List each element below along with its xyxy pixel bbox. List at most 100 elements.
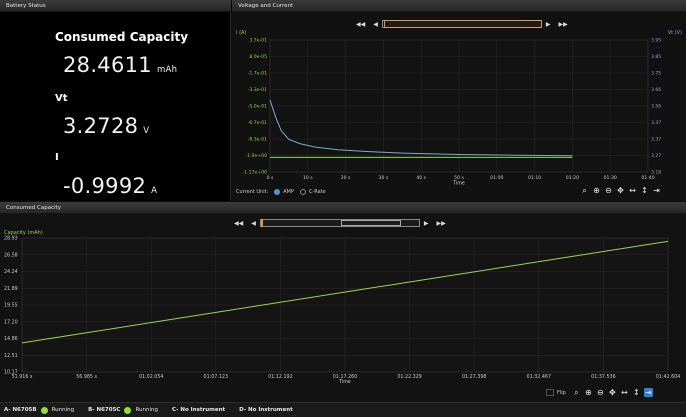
vc-overview-window[interactable] bbox=[381, 20, 542, 28]
vc-y-right-tick: 3.18 bbox=[651, 170, 661, 176]
pan-icon[interactable]: ✥ bbox=[608, 388, 616, 397]
vc-y-right-tick: 3.85 bbox=[651, 54, 661, 60]
vt-readout: 3.2728 V bbox=[63, 114, 149, 138]
channel-b-state: Running bbox=[135, 407, 158, 413]
vc-y-left-axis-label: I (A) bbox=[236, 30, 246, 36]
cursor-icon[interactable]: ⇥ bbox=[643, 388, 653, 397]
voltage-current-panel: Voltage and Current ◀◀ ◀ ▶ ▶▶ 3.7e-01 8.0… bbox=[232, 0, 686, 201]
vc-y-right-tick: 3.95 bbox=[651, 38, 661, 44]
current-readout: -0.9992 A bbox=[63, 174, 157, 198]
consumed-capacity-unit: mAh bbox=[156, 65, 178, 75]
vc-next-button[interactable]: ▶ bbox=[545, 20, 551, 28]
cc-y-tick: 12.51 bbox=[4, 353, 18, 359]
cc-x-tick: 01:07.123 bbox=[204, 374, 229, 380]
cc-last-button[interactable]: ▶▶ bbox=[436, 219, 446, 227]
zoom-rect-icon[interactable]: ⌕ bbox=[582, 186, 587, 195]
vc-range-navigator: ◀◀ ◀ ▶ ▶▶ bbox=[352, 20, 572, 28]
flip-label: Flip bbox=[557, 389, 566, 396]
channel-c-label: C- No Instrument bbox=[172, 407, 226, 413]
cc-y-tick: 14.86 bbox=[4, 336, 18, 342]
fit-vertical-icon[interactable]: ↕ bbox=[632, 388, 640, 397]
vc-y-right-tick: 3.47 bbox=[651, 120, 661, 126]
vc-x-tick: 50 s bbox=[454, 175, 464, 181]
zoom-rect-icon[interactable]: ⌕ bbox=[574, 388, 579, 397]
vc-y-left-tick: -1.0e+00 bbox=[246, 153, 268, 159]
cc-x-tick: 51.916 s bbox=[12, 374, 33, 380]
consumed-capacity-chart[interactable]: 28.93 26.58 24.24 21.89 19.55 17.20 14.86 12.51… bbox=[0, 226, 686, 384]
current-label: I bbox=[55, 152, 59, 163]
cc-x-tick: 01:02.054 bbox=[139, 374, 164, 380]
cc-x-tick: 01:22.329 bbox=[397, 374, 422, 380]
cc-y-axis-label: Capacity (mAh) bbox=[4, 230, 43, 236]
fit-horizontal-icon[interactable]: ↔ bbox=[629, 186, 636, 195]
cc-chart-toolbar: Flip ⌕ ⊕ ⊖ ✥ ↔ ↕ ⇥ bbox=[546, 388, 653, 397]
cc-range-navigator: ◀◀ ◀ ▶ ▶▶ bbox=[230, 219, 450, 227]
cc-range-selection[interactable] bbox=[340, 220, 401, 226]
cursor-icon[interactable]: ⇥ bbox=[653, 186, 660, 195]
zoom-in-icon[interactable]: ⊕ bbox=[593, 186, 600, 195]
battery-status-header: Battery Status bbox=[0, 0, 231, 12]
instrument-status-bar: A- N6705B Running B- N6705C Running C- N… bbox=[0, 402, 686, 417]
crate-radio[interactable] bbox=[299, 189, 306, 195]
cc-first-button[interactable]: ◀◀ bbox=[234, 219, 244, 227]
cc-x-tick: 01:17.260 bbox=[333, 374, 358, 380]
vc-y-right-tick: 3.37 bbox=[651, 137, 661, 143]
vc-x-tick: 0 s bbox=[267, 175, 274, 181]
vt-label: Vt bbox=[55, 93, 68, 104]
vc-y-left-tick: -1.7e-01 bbox=[248, 71, 267, 77]
zoom-out-icon[interactable]: ⊖ bbox=[596, 388, 604, 397]
zoom-in-icon[interactable]: ⊕ bbox=[584, 388, 592, 397]
cc-range-handle[interactable] bbox=[260, 219, 263, 227]
cc-prev-button[interactable]: ◀ bbox=[251, 219, 256, 227]
current-unit-label: Current Unit: bbox=[236, 189, 269, 195]
channel-b-label: B- N6705C bbox=[88, 407, 121, 413]
fit-vertical-icon[interactable]: ↕ bbox=[641, 186, 648, 195]
vc-y-right-axis-label: Vt (V) bbox=[668, 30, 682, 36]
cc-x-tick: 01:32.467 bbox=[527, 374, 552, 380]
vc-x-tick: 10 s bbox=[303, 175, 313, 181]
vc-y-left-tick: 8.0e-05 bbox=[249, 54, 267, 60]
consumed-capacity-header: Consumed Capacity bbox=[0, 202, 686, 214]
pan-icon[interactable]: ✥ bbox=[617, 186, 624, 195]
vc-chart-toolbar: ⌕ ⊕ ⊖ ✥ ↔ ↕ ⇥ bbox=[580, 186, 661, 195]
voltage-current-chart[interactable]: 3.7e-01 8.0e-05 -1.7e-01 -3.3e-01 -5.0e-01 -6… bbox=[232, 28, 686, 186]
cc-y-tick: 10.17 bbox=[4, 370, 18, 376]
vc-x-tick: 30 s bbox=[379, 175, 389, 181]
consumed-capacity-value: 28.4611 bbox=[63, 53, 152, 77]
vc-x-tick: 01:10 bbox=[528, 175, 541, 181]
cc-next-button[interactable]: ▶ bbox=[423, 219, 429, 227]
vc-x-tick: 01:40 bbox=[641, 175, 654, 181]
vc-last-button[interactable]: ▶▶ bbox=[558, 20, 568, 28]
cc-x-tick: 56.985 s bbox=[76, 374, 97, 380]
current-unit-selector: Current Unit: AMP C-Rate bbox=[236, 189, 326, 195]
vc-y-left-tick: -8.3e-01 bbox=[248, 137, 267, 143]
crate-label: C-Rate bbox=[308, 189, 326, 195]
consumed-capacity-readout: 28.4611 mAh bbox=[63, 53, 177, 77]
vc-y-right-tick: 3.75 bbox=[651, 71, 661, 77]
vc-y-right-tick: 3.56 bbox=[651, 104, 661, 110]
cc-y-tick: 24.24 bbox=[4, 269, 18, 275]
amp-radio[interactable] bbox=[274, 189, 281, 195]
vc-prev-button[interactable]: ◀ bbox=[373, 20, 378, 28]
capacity-series-line bbox=[21, 240, 669, 344]
amp-label: AMP bbox=[283, 189, 294, 195]
vc-first-button[interactable]: ◀◀ bbox=[356, 20, 366, 28]
flip-checkbox[interactable] bbox=[546, 389, 554, 396]
cc-x-axis-label: Time bbox=[338, 379, 351, 384]
vt-unit: V bbox=[143, 126, 150, 136]
vc-x-tick: 40 s bbox=[416, 175, 426, 181]
voltage-current-header: Voltage and Current bbox=[232, 0, 686, 12]
cc-x-tick: 01:42.604 bbox=[656, 374, 681, 380]
fit-horizontal-icon[interactable]: ↔ bbox=[620, 388, 628, 397]
cc-overview-window[interactable] bbox=[259, 219, 420, 227]
vc-x-axis-label: Time bbox=[452, 181, 465, 187]
vc-x-tick: 01:00 bbox=[490, 175, 503, 181]
channel-a-state: Running bbox=[51, 407, 75, 413]
zoom-out-icon[interactable]: ⊖ bbox=[605, 186, 612, 195]
consumed-capacity-label: Consumed Capacity bbox=[55, 30, 189, 44]
vc-y-left-tick: -6.7e-01 bbox=[248, 120, 267, 126]
vc-range-selection[interactable] bbox=[383, 20, 542, 28]
vc-y-right-tick: 3.27 bbox=[651, 153, 661, 159]
voltage-series-line bbox=[269, 99, 573, 157]
